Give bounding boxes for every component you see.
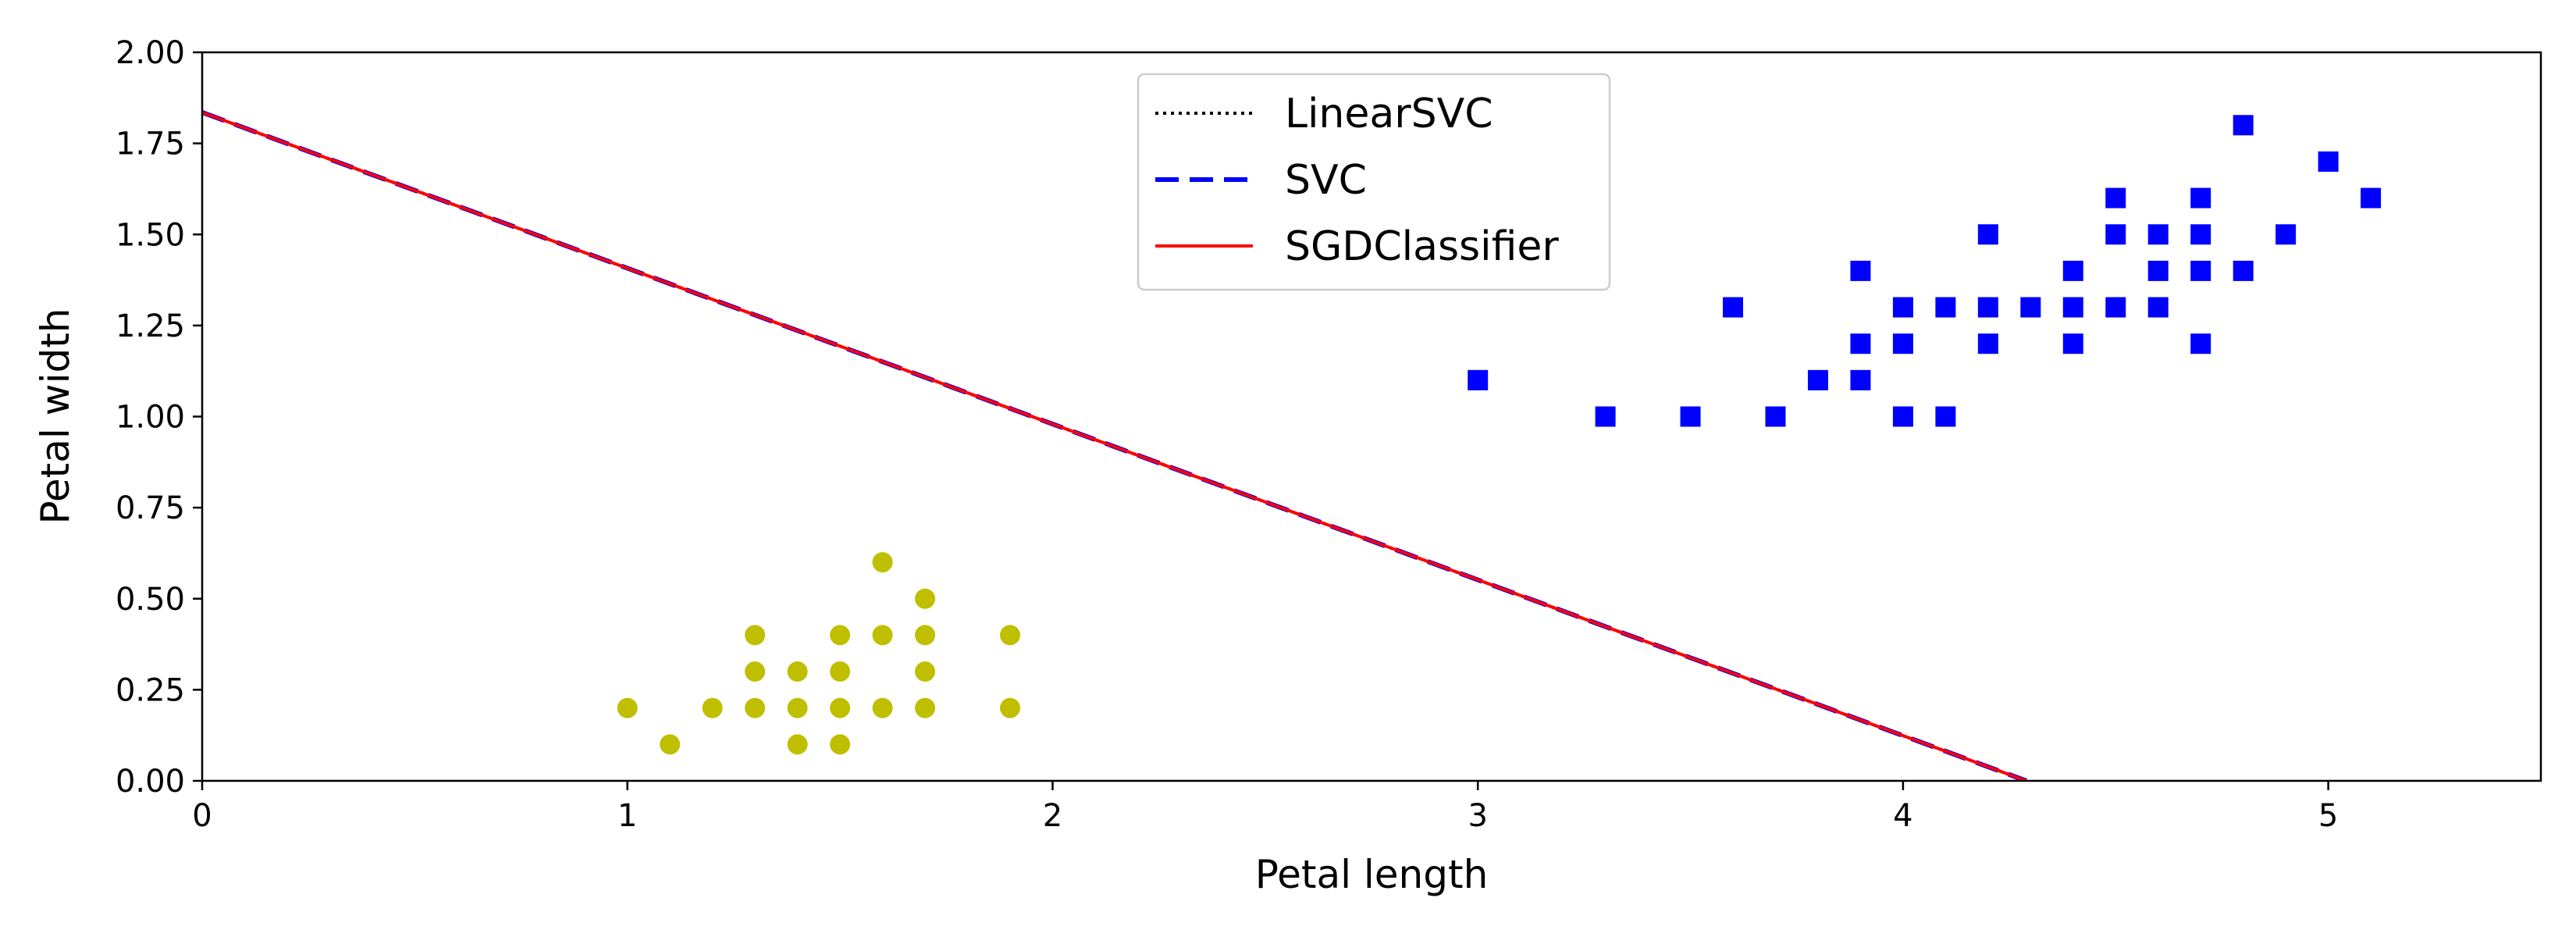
scatter-point-square (2190, 260, 2211, 281)
scatter-point-square (2105, 297, 2126, 318)
x-tick-label: 4 (1893, 798, 1912, 834)
scatter-point-square (2062, 260, 2083, 281)
scatter-point-circle (872, 697, 893, 718)
y-tick-label: 1.00 (116, 400, 185, 436)
scatter-point-circle (660, 734, 681, 755)
y-axis-label: Petal width (33, 308, 78, 525)
y-tick-label: 1.25 (116, 308, 185, 344)
data-layer (202, 110, 2382, 781)
scatter-point-square (2105, 187, 2126, 208)
x-tick-label: 2 (1043, 798, 1062, 834)
scatter-point-square (2105, 224, 2126, 245)
scatter-point-square (1892, 406, 1913, 427)
y-tick-label: 0.75 (116, 490, 185, 526)
scatter-point-circle (915, 661, 936, 682)
x-tick-label: 3 (1468, 798, 1487, 834)
scatter-point-square (1935, 406, 1956, 427)
scatter-point-square (2361, 187, 2382, 208)
y-tick-label: 0.25 (116, 672, 185, 708)
scatter-point-square (2275, 224, 2297, 245)
scatter-point-circle (787, 661, 808, 682)
scatter-point-square (1468, 369, 1489, 390)
scatter-point-square (2062, 297, 2083, 318)
scatter-point-square (1723, 297, 1744, 318)
legend-label: LinearSVC (1285, 91, 1493, 137)
scatter-point-circle (830, 661, 851, 682)
scatter-point-square (2147, 297, 2169, 318)
y-axis: 0.00 0.25 0.50 0.75 1.00 1.25 1.50 1.75 2.00 (116, 35, 202, 800)
scatter-point-square (2233, 115, 2254, 136)
y-tick-label: 0.00 (116, 764, 185, 800)
scatter-point-square (2190, 224, 2211, 245)
scatter-point-circle (872, 625, 893, 646)
y-tick-label: 1.50 (116, 217, 185, 253)
scatter-point-circle (787, 697, 808, 718)
x-tick-label: 0 (192, 798, 212, 834)
scatter-point-square (1977, 333, 1998, 354)
legend-box (1137, 73, 1611, 291)
scatter-point-circle (872, 552, 893, 573)
scatter-point-square (1807, 369, 1828, 390)
scatter-point-square (1850, 369, 1871, 390)
scatter-point-square (2190, 187, 2211, 208)
scatter-point-square (1595, 406, 1616, 427)
decision-boundary-sgdclassifier (202, 111, 2027, 781)
scatter-point-circle (830, 697, 851, 718)
scatter-point-square (1977, 297, 1998, 318)
y-tick-label: 1.75 (116, 126, 185, 162)
y-tick-label: 2.00 (116, 35, 185, 71)
scatter-point-circle (915, 697, 936, 718)
scatter-point-square (2147, 260, 2169, 281)
scatter-point-square (1850, 260, 1871, 281)
scatter-point-circle (830, 625, 851, 646)
scatter-point-circle (745, 661, 766, 682)
scatter-point-square (1850, 333, 1871, 354)
scatter-point-square (1935, 297, 1956, 318)
x-tick-label: 1 (617, 798, 637, 834)
x-axis: 0 1 2 3 4 5 (192, 781, 2338, 834)
scatter-point-square (2020, 297, 2041, 318)
scatter-point-square (1680, 406, 1701, 427)
y-tick-label: 0.50 (116, 582, 185, 618)
legend-label: SVC (1285, 157, 1367, 204)
scatter-point-square (1977, 224, 1998, 245)
scatter-point-square (2318, 151, 2339, 172)
scatter-point-circle (830, 734, 851, 755)
scatter-point-square (2233, 260, 2254, 281)
scatter-point-circle (787, 734, 808, 755)
x-axis-label: Petal length (1255, 852, 1489, 897)
scatter-point-circle (702, 697, 723, 718)
scatter-point-square (1892, 333, 1913, 354)
legend: LinearSVC SVC SGDClassifier (1137, 73, 1611, 291)
scatter-point-square (2062, 333, 2083, 354)
scatter-point-circle (999, 625, 1020, 646)
scatter-point-square (2147, 224, 2169, 245)
legend-label: SGDClassifier (1285, 223, 1559, 270)
scatter-point-square (1765, 406, 1786, 427)
x-tick-label: 5 (2318, 798, 2338, 834)
scatter-point-circle (745, 625, 766, 646)
scatter-point-circle (745, 697, 766, 718)
scatter-point-circle (617, 697, 638, 718)
scatter-point-circle (999, 697, 1020, 718)
scatter-point-circle (915, 588, 936, 609)
scatter-point-square (1892, 297, 1913, 318)
scatter-point-square (2190, 333, 2211, 354)
scatter-point-circle (915, 625, 936, 646)
